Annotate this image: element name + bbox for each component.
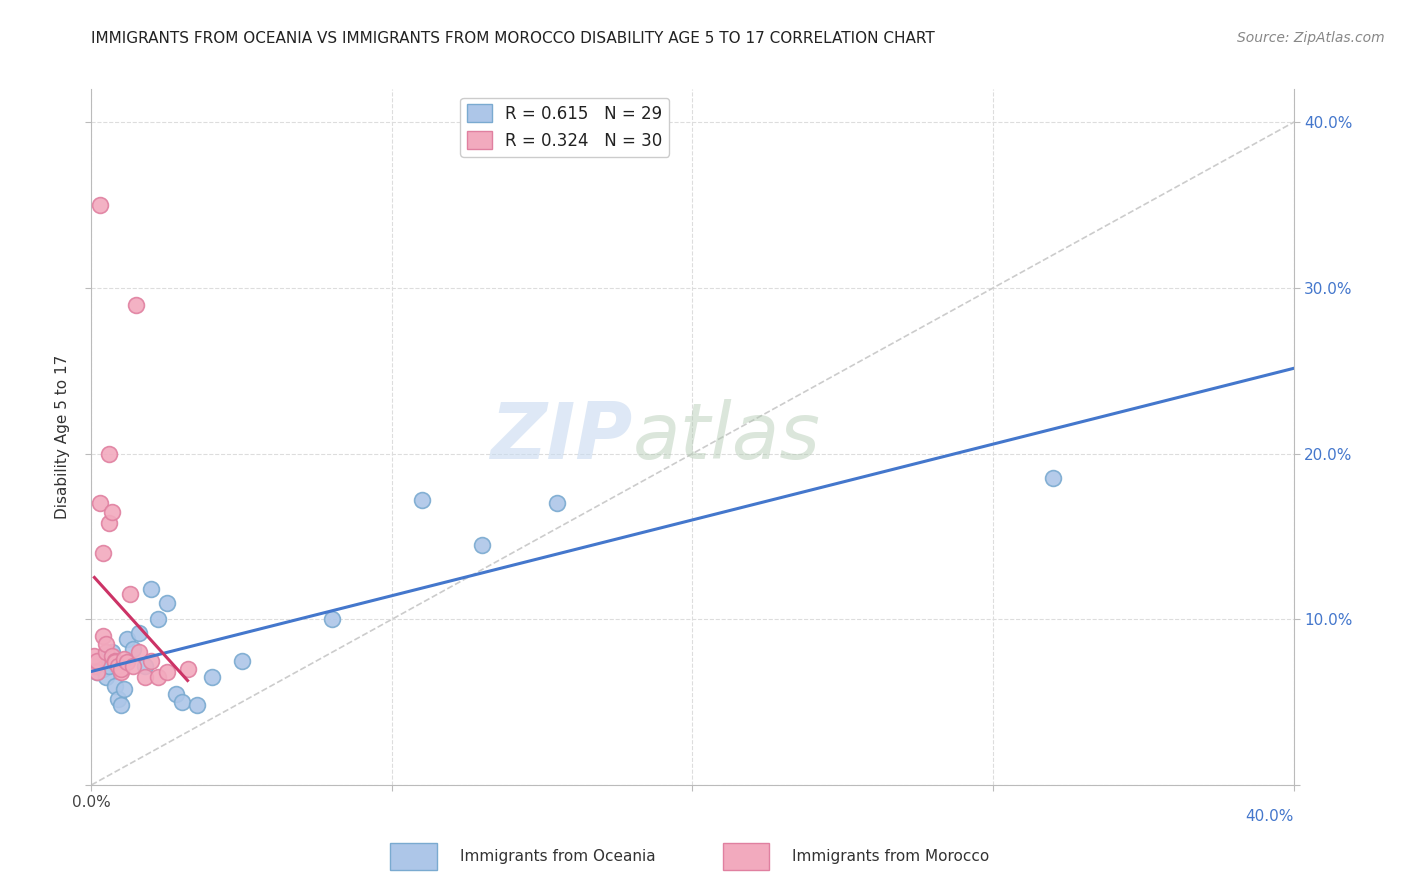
Y-axis label: Disability Age 5 to 17: Disability Age 5 to 17 (55, 355, 70, 519)
Point (321, 612, 343, 626)
Point (1042, 471, 1064, 485)
Point (96, 637, 118, 651)
Point (83, 648, 105, 663)
Point (93, 662, 115, 676)
Point (98, 658, 121, 673)
Point (114, 681, 136, 696)
Text: IMMIGRANTS FROM OCEANIA VS IMMIGRANTS FROM MOROCCO DISABILITY AGE 5 TO 17 CORREL: IMMIGRANTS FROM OCEANIA VS IMMIGRANTS FR… (91, 31, 935, 46)
Point (110, 665, 132, 680)
Legend: R = 0.615   N = 29, R = 0.324   N = 30: R = 0.615 N = 29, R = 0.324 N = 30 (460, 97, 669, 156)
Point (411, 493, 433, 508)
Point (101, 648, 124, 663)
Point (546, 496, 568, 510)
FancyBboxPatch shape (391, 843, 436, 870)
Point (186, 698, 208, 713)
Point (134, 670, 156, 684)
Point (122, 642, 145, 657)
Point (170, 695, 193, 709)
Point (128, 625, 150, 640)
Text: 40.0%: 40.0% (1246, 809, 1294, 824)
Point (107, 691, 129, 706)
Point (146, 612, 169, 626)
Point (96, 645, 118, 659)
Point (86, 665, 108, 680)
Point (125, 297, 148, 311)
Text: Immigrants from Oceania: Immigrants from Oceania (460, 849, 655, 863)
Point (146, 670, 169, 684)
Point (101, 505, 124, 519)
Point (114, 652, 136, 666)
Point (122, 658, 145, 673)
Point (110, 662, 132, 676)
Text: Source: ZipAtlas.com: Source: ZipAtlas.com (1237, 31, 1385, 45)
Point (117, 656, 139, 670)
Point (141, 582, 163, 597)
Point (471, 538, 494, 552)
Point (93, 629, 115, 643)
Text: atlas: atlas (633, 399, 820, 475)
FancyBboxPatch shape (723, 843, 769, 870)
Point (83, 658, 105, 673)
Point (104, 679, 127, 693)
Point (155, 665, 177, 680)
Point (201, 670, 224, 684)
Point (120, 587, 142, 601)
Point (104, 654, 127, 668)
Point (89, 654, 111, 668)
Point (155, 596, 177, 610)
Point (86, 654, 108, 668)
Point (101, 645, 124, 659)
Text: Immigrants from Morocco: Immigrants from Morocco (793, 849, 990, 863)
Point (83, 658, 105, 673)
Point (141, 654, 163, 668)
Point (93, 546, 115, 560)
Point (165, 687, 187, 701)
Text: ZIP: ZIP (491, 399, 633, 475)
Point (128, 645, 150, 659)
Point (98, 516, 121, 531)
Point (98, 447, 121, 461)
Point (110, 698, 132, 713)
Point (104, 656, 127, 670)
Point (231, 654, 253, 668)
Point (96, 670, 118, 684)
Point (89, 496, 111, 510)
Point (176, 662, 198, 676)
Point (117, 632, 139, 647)
Point (96, 648, 118, 663)
Point (107, 658, 129, 673)
Point (89, 198, 111, 212)
Point (134, 658, 156, 673)
Point (86, 665, 108, 680)
